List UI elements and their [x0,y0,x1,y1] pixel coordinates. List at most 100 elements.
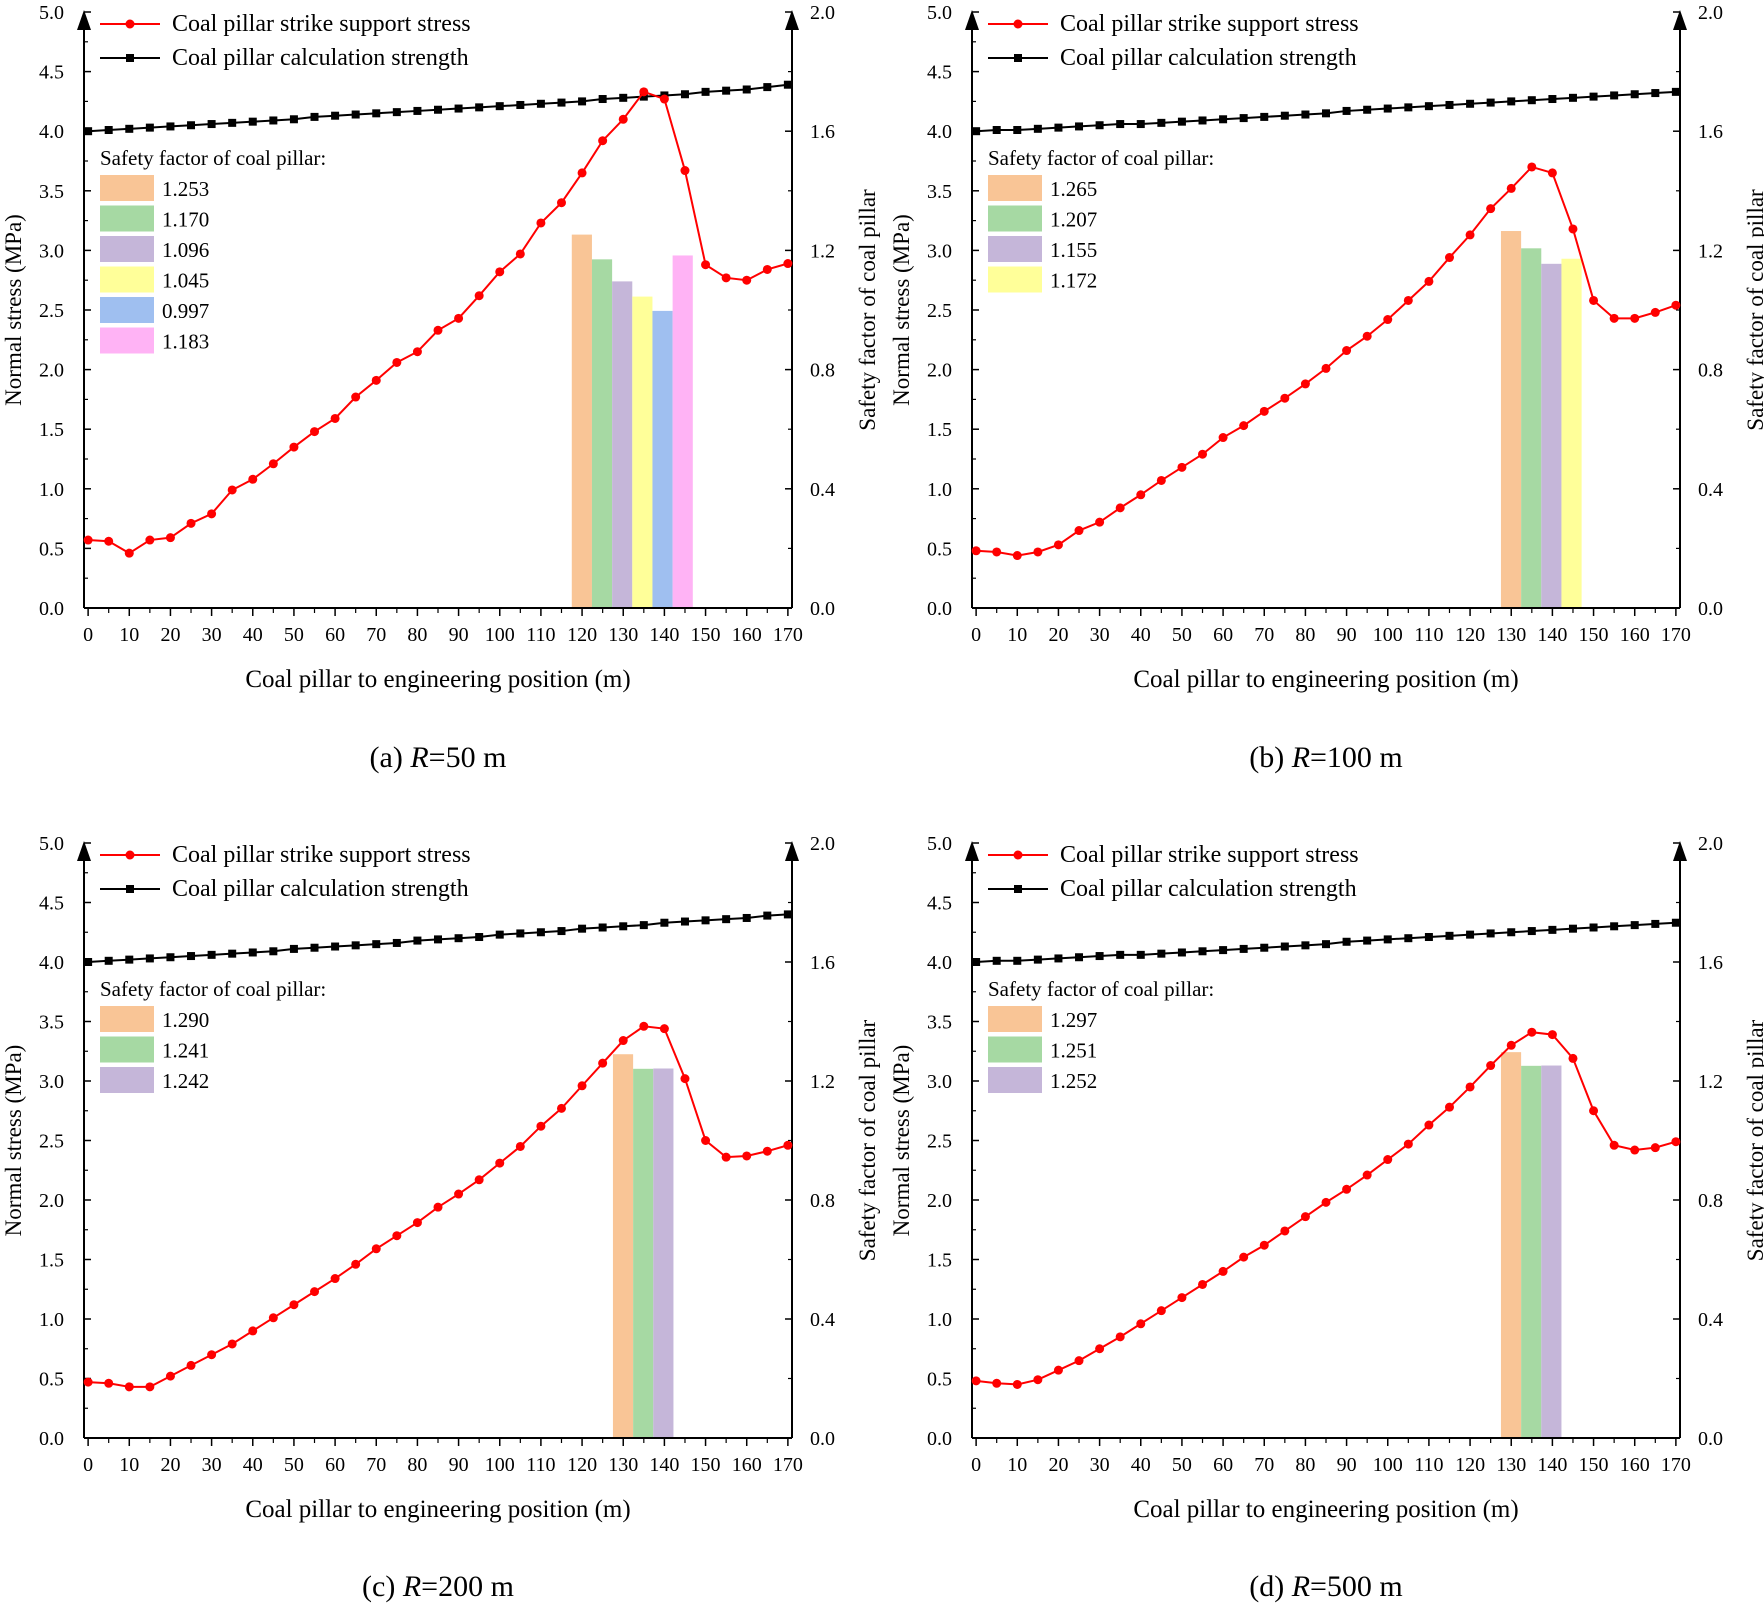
stress-point [556,1103,566,1113]
stress-point [577,1081,587,1091]
y2-tick-label: 0.8 [1698,360,1723,382]
strength-point [372,109,381,118]
x-tick-label: 70 [1254,624,1274,646]
strength-point [1157,949,1166,958]
stress-point [721,273,731,283]
stress-point [1383,315,1393,325]
y2-tick-label: 0.0 [810,598,835,620]
y-tick-label: 2.5 [927,300,952,322]
x-tick-label: 0 [971,624,981,646]
x-tick-label: 30 [202,1454,222,1476]
legend-stress-label: Coal pillar strike support stress [172,11,471,37]
y2-tick-label: 0.8 [1698,1190,1723,1212]
strength-point [1363,936,1372,945]
stress-point [1444,1102,1454,1112]
x-tick-label: 170 [773,1454,803,1476]
strength-point [392,938,401,947]
strength-point [680,917,689,926]
strength-point [1239,114,1248,123]
strength-point [1054,123,1063,132]
x-tick-label: 80 [1295,624,1315,646]
strength-point [992,126,1001,135]
stress-point [1547,168,1557,178]
strength-point [1610,922,1619,931]
stress-point [1095,1344,1105,1354]
stress-point [474,291,484,301]
stress-point [1609,313,1619,323]
x-tick-label: 70 [1254,1454,1274,1476]
x-tick-label: 160 [1620,1454,1650,1476]
strength-point [783,910,792,919]
strength-point [1589,923,1598,932]
x-tick-label: 40 [1131,1454,1151,1476]
y-tick-label: 5.0 [39,2,64,24]
strength-point [1445,931,1454,940]
x-tick-label: 10 [119,624,139,646]
stress-point [1506,1040,1516,1050]
stress-point [454,1189,464,1199]
strength-point [269,947,278,956]
strength-point [1075,953,1084,962]
stress-point [145,535,155,545]
y-tick-label: 4.5 [39,893,64,915]
strength-point [1671,87,1680,96]
strength-point [1013,126,1022,135]
y-tick-label: 3.0 [39,1071,64,1093]
x-tick-label: 130 [608,1454,638,1476]
safety-factor-bar [591,259,613,608]
stress-point [1074,1356,1084,1366]
x-tick-label: 50 [1172,624,1192,646]
stress-point [186,1360,196,1370]
strength-point [1548,925,1557,934]
x-tick-label: 80 [407,1454,427,1476]
stress-point [1239,421,1249,431]
stress-point [1589,295,1599,305]
stress-point [495,267,505,277]
x-tick-label: 140 [1537,1454,1567,1476]
stress-point [310,427,320,437]
strength-point [598,923,607,932]
stress-point [515,249,525,259]
stress-point [330,413,340,423]
safety-factor-value: 1.096 [162,238,209,262]
y2-tick-label: 2.0 [1698,833,1723,855]
y-tick-label: 1.5 [927,1250,952,1272]
x-tick-label: 60 [325,624,345,646]
safety-factor-bar [612,1054,634,1438]
stress-point [1115,1332,1125,1342]
strength-point [1322,940,1330,949]
safety-factor-swatch [988,205,1042,232]
strength-point [516,100,525,109]
x-tick-label: 40 [243,1454,263,1476]
stress-point [659,94,669,104]
stress-point [1300,379,1310,389]
y-tick-label: 2.5 [927,1131,952,1153]
caption-prefix: (c) [362,1570,403,1603]
x-tick-label: 110 [526,624,555,646]
strength-point [413,106,422,115]
caption-prefix: (a) [370,741,411,774]
stress-point [1136,490,1146,500]
stress-point [1259,406,1269,416]
strength-point [1424,933,1433,942]
strength-point [1363,105,1372,114]
y-tick-label: 1.0 [927,479,952,501]
stress-point [351,392,361,402]
strength-point [331,942,340,951]
stress-point [412,1218,422,1228]
strength-point [1568,924,1577,933]
x-axis-title: Coal pillar to engineering position (m) [245,1496,630,1523]
y-tick-label: 4.5 [927,893,952,915]
stress-point [742,275,752,285]
strength-point [639,92,648,101]
strength-point [207,950,216,959]
stress-point [515,1141,525,1151]
x-tick-label: 80 [407,624,427,646]
strength-point [1404,103,1413,112]
safety-factor-swatch [100,297,154,323]
safety-factor-bar [653,1068,674,1438]
strength-point [248,117,257,126]
safety-factor-value: 1.265 [1050,177,1097,201]
x-tick-label: 160 [1620,624,1650,646]
safety-factor-bar [633,1068,654,1438]
